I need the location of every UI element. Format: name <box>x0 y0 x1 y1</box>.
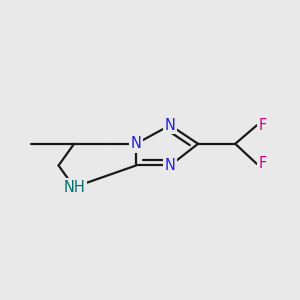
Text: F: F <box>259 156 267 171</box>
Text: N: N <box>165 118 176 133</box>
Text: N: N <box>130 136 142 151</box>
Text: F: F <box>259 118 267 133</box>
Text: NH: NH <box>63 180 85 195</box>
Text: N: N <box>165 158 176 173</box>
